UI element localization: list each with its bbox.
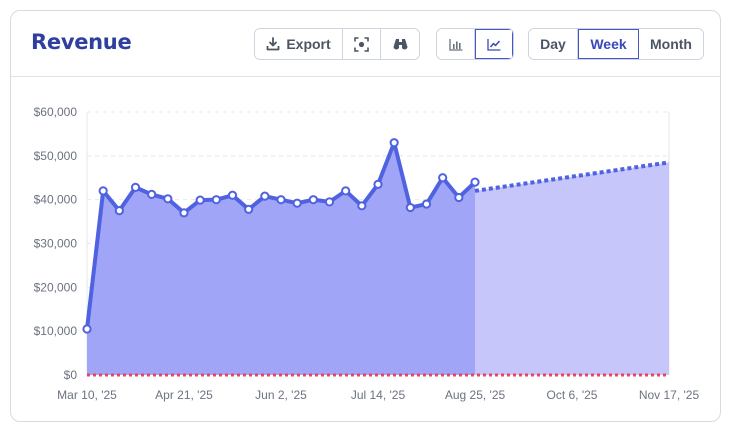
x-tick-label: Mar 10, '25 [57,388,117,402]
range-week-button[interactable]: Week [578,29,639,59]
revenue-card: Revenue Export [10,10,721,422]
data-point [292,198,302,208]
screenshot-button[interactable] [343,29,381,59]
explore-button[interactable] [381,29,419,59]
card-title: Revenue [31,30,132,54]
data-point [227,190,238,200]
data-point [114,206,124,216]
card-header: Revenue Export [11,11,720,77]
data-point [276,195,286,205]
data-point [260,191,270,201]
actual-area [87,142,475,375]
data-point [211,195,221,205]
x-tick-label: Jul 14, '25 [351,388,406,402]
x-tick-label: Aug 25, '25 [445,388,506,402]
x-tick-label: Oct 6, '25 [547,388,598,402]
data-point [179,208,189,218]
data-point [389,138,399,148]
data-point [82,324,92,334]
bar-chart-type-button[interactable] [437,29,475,59]
chart-type-toggle [436,28,514,60]
range-month-button[interactable]: Month [639,29,703,59]
data-point [470,177,480,187]
data-point [130,182,141,192]
x-tick-label: Jun 2, '25 [255,388,307,402]
data-point [147,189,157,200]
data-point [373,179,383,189]
data-point [341,186,351,196]
data-point [405,202,415,213]
action-toolbar: Export [254,28,420,60]
data-point [421,199,432,209]
data-point [438,173,448,183]
data-point [454,192,464,203]
screenshot-icon [354,36,369,52]
x-tick-label: Apr 21, '25 [155,388,213,402]
forecast-area [475,162,669,375]
data-point [163,194,173,204]
y-tick-label: $40,000 [34,193,78,207]
line-chart-icon [487,38,501,51]
y-tick-label: $30,000 [34,237,78,251]
binoculars-icon [393,38,408,51]
line-chart-type-button[interactable] [475,29,513,59]
data-point [98,186,108,196]
export-label: Export [286,36,331,52]
range-day-button[interactable]: Day [529,29,578,59]
y-tick-label: $20,000 [34,280,78,294]
bar-chart-icon [448,38,463,51]
x-tick-label: Nov 17, '25 [639,388,700,402]
data-point [308,195,318,205]
data-point [244,204,254,214]
data-point [324,197,335,207]
data-point [357,201,367,211]
data-point [195,195,205,205]
download-icon [266,37,280,51]
export-button[interactable]: Export [255,29,343,59]
y-tick-label: $50,000 [34,149,78,163]
y-tick-label: $0 [64,368,78,382]
forecast-line [474,160,670,193]
y-tick-label: $60,000 [34,105,78,119]
revenue-chart: $0 $10,000 $20,000 $30,000 $40,000 $50,000 $60… [34,105,700,402]
range-toggle: Day Week Month [528,28,704,60]
y-tick-label: $10,000 [34,324,78,338]
